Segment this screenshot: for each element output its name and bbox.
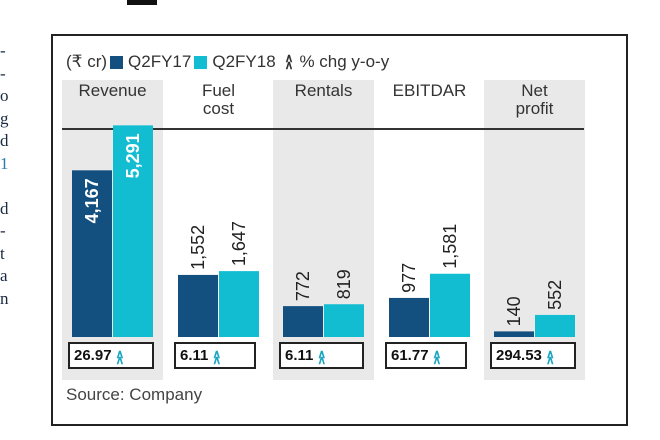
legend-unit: (₹ cr) xyxy=(66,52,108,71)
legend-label-q2fy18: Q2FY18 xyxy=(212,52,276,71)
double-chevron-up-icon: ∧ ∧ xyxy=(317,346,327,367)
pct-change-value: 6.11 xyxy=(285,347,314,364)
legend-label-chg: % chg y-o-y xyxy=(299,52,390,71)
edge-text-fragment: - xyxy=(0,221,6,240)
bar-q2fy17-revenue xyxy=(72,170,112,337)
bar-q2fy17-fuel-cost xyxy=(178,274,218,337)
double-chevron-up-icon: ∧ ∧ xyxy=(212,346,222,367)
legend: (₹ cr) Q2FY17 Q2FY18 ∧ ∧ % chg y-o-y xyxy=(66,50,389,74)
edge-text-fragment: n xyxy=(0,288,9,308)
pct-change-box: 6.11 ∧ ∧ xyxy=(279,342,364,369)
value-label: 4,167 xyxy=(82,178,102,223)
category-header-line: Rentals xyxy=(294,81,353,100)
category-header: Net profit xyxy=(484,82,585,118)
legend-swatch-q2fy18 xyxy=(194,55,208,69)
edge-text-fragment: d xyxy=(0,198,9,218)
value-label: 977 xyxy=(399,263,419,293)
bar-q2fy17-rentals xyxy=(283,306,323,337)
source-note: Source: Company xyxy=(66,385,203,404)
category-header-line: cost xyxy=(202,99,235,118)
pct-change-value: 61.77 xyxy=(391,347,429,364)
category-header: Fuel cost xyxy=(168,82,269,118)
pct-change-box: 61.77 ∧ ∧ xyxy=(385,342,467,369)
edge-text-fragment: o xyxy=(0,86,9,105)
header-rule xyxy=(62,128,584,130)
value-label: 552 xyxy=(545,280,565,310)
category-header-line: Net xyxy=(521,81,548,100)
edge-text-fragment: d xyxy=(0,131,9,150)
bar-q2fy18-rentals xyxy=(324,304,364,337)
value-label: 140 xyxy=(504,296,524,326)
category-header: Rentals xyxy=(273,82,374,100)
pct-change-value: 294.53 xyxy=(496,347,542,364)
category-header-line: Fuel xyxy=(201,81,236,100)
bar-q2fy18-revenue xyxy=(113,125,153,337)
category-header-line: EBITDAR xyxy=(392,81,467,100)
bar-q2fy18-ebitdar xyxy=(430,273,470,337)
category-header: Revenue xyxy=(62,82,163,100)
value-label: 5,291 xyxy=(123,133,143,178)
double-chevron-up-icon: ∧ ∧ xyxy=(284,51,294,72)
double-chevron-up-icon: ∧ ∧ xyxy=(545,346,555,367)
bar-q2fy17-net-profit xyxy=(494,331,534,337)
category-header: EBITDAR xyxy=(379,82,480,100)
pct-change-box: 6.11 ∧ ∧ xyxy=(174,342,256,369)
double-chevron-up-icon: ∧ ∧ xyxy=(432,346,442,367)
bar-q2fy17-ebitdar xyxy=(389,297,429,337)
top-mark xyxy=(127,0,157,5)
legend-label-q2fy17: Q2FY17 xyxy=(128,52,192,71)
value-label: 1,581 xyxy=(440,224,460,269)
bar-q2fy18-fuel-cost xyxy=(219,271,259,337)
value-label: 1,552 xyxy=(188,225,208,270)
edge-text-fragment: a xyxy=(0,266,8,285)
edge-text-fragment: - xyxy=(0,63,6,83)
value-label: 819 xyxy=(334,269,354,299)
edge-text-fragment: t xyxy=(0,243,5,263)
double-chevron-up-icon: ∧ ∧ xyxy=(115,346,125,367)
pct-change-box: 26.97 ∧ ∧ xyxy=(68,342,154,369)
value-label: 772 xyxy=(293,271,313,301)
category-header-line: Revenue xyxy=(78,81,147,100)
value-label: 1,647 xyxy=(229,221,249,266)
edge-text-fragment: 1 xyxy=(0,153,9,173)
pct-change-value: 6.11 xyxy=(180,347,209,364)
pct-change-box: 294.53 ∧ ∧ xyxy=(490,342,576,369)
bar-q2fy18-net-profit xyxy=(535,314,575,337)
pct-change-value: 26.97 xyxy=(74,347,112,364)
edge-text-fragment: - xyxy=(0,41,6,60)
legend-swatch-q2fy17 xyxy=(110,55,124,69)
edge-text-fragment: g xyxy=(0,108,9,128)
category-header-line: profit xyxy=(515,99,554,118)
